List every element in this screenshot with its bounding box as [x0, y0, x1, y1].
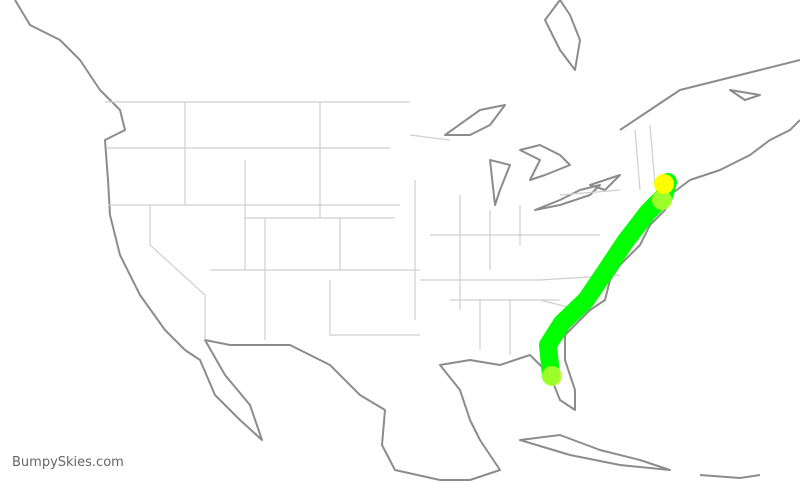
destination-marker[interactable] — [652, 190, 672, 210]
site-credit: BumpySkies.com — [12, 455, 124, 470]
flight-route — [539, 173, 677, 386]
state-borders — [105, 101, 656, 355]
origin-marker[interactable] — [542, 366, 562, 386]
coastline — [14, 0, 800, 481]
current-position-marker[interactable] — [654, 174, 674, 194]
